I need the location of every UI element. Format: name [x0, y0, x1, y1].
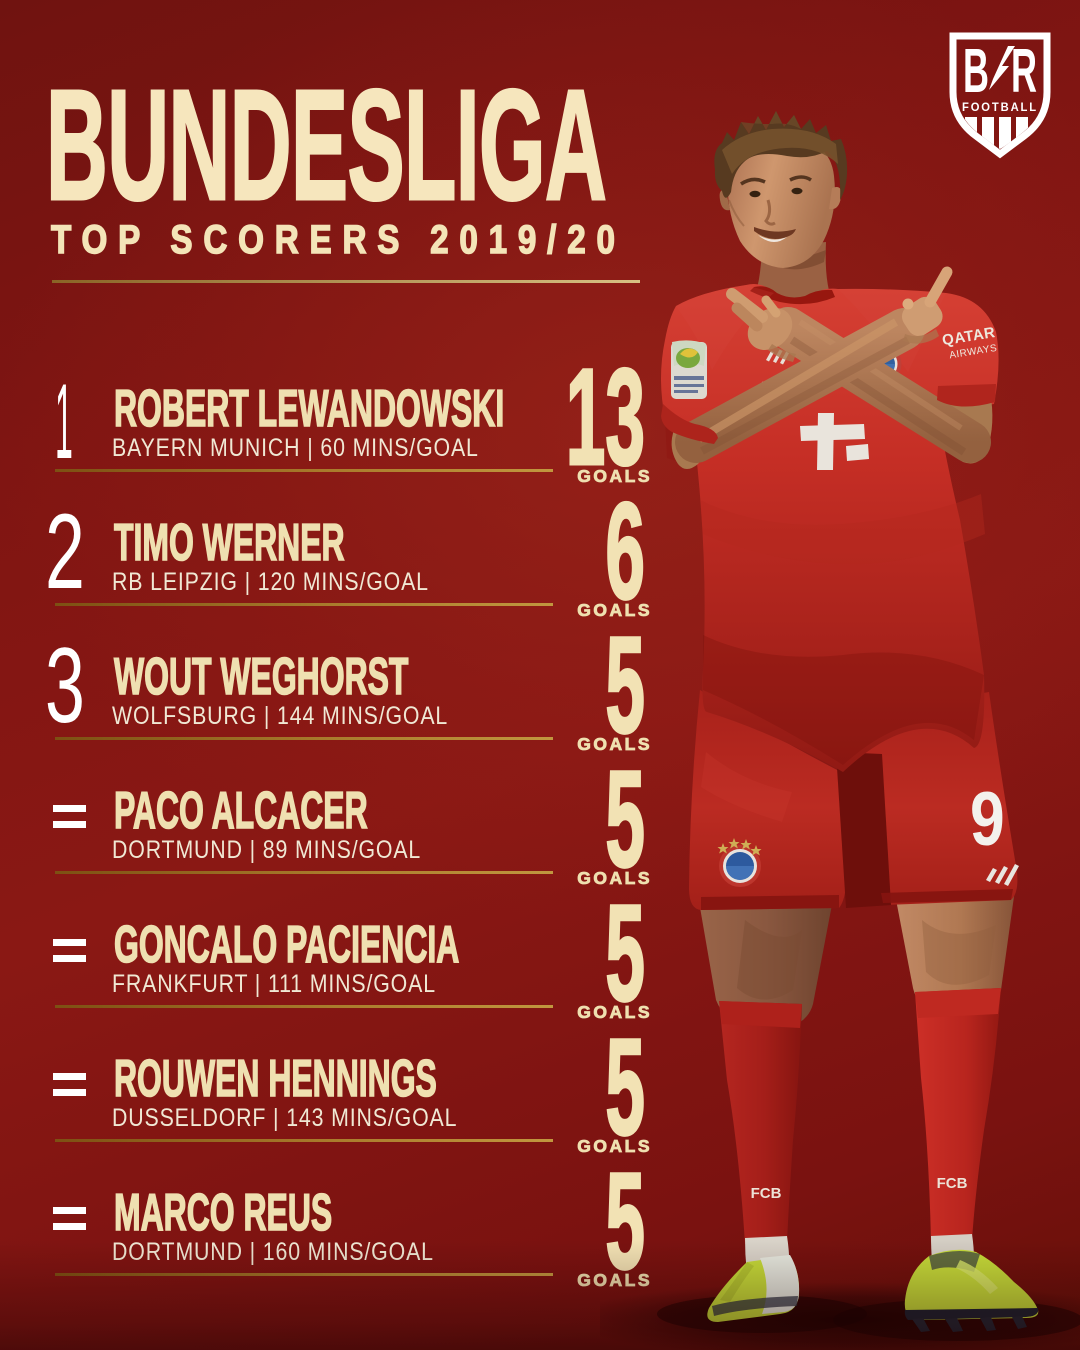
svg-text:FOOTBALL: FOOTBALL [962, 100, 1038, 114]
svg-text:FCB: FCB [751, 1185, 782, 1202]
svg-text:FCB: FCB [937, 1175, 968, 1192]
svg-text:9: 9 [970, 776, 1005, 861]
svg-text:R: R [1011, 37, 1037, 106]
svg-text:B: B [963, 37, 989, 106]
